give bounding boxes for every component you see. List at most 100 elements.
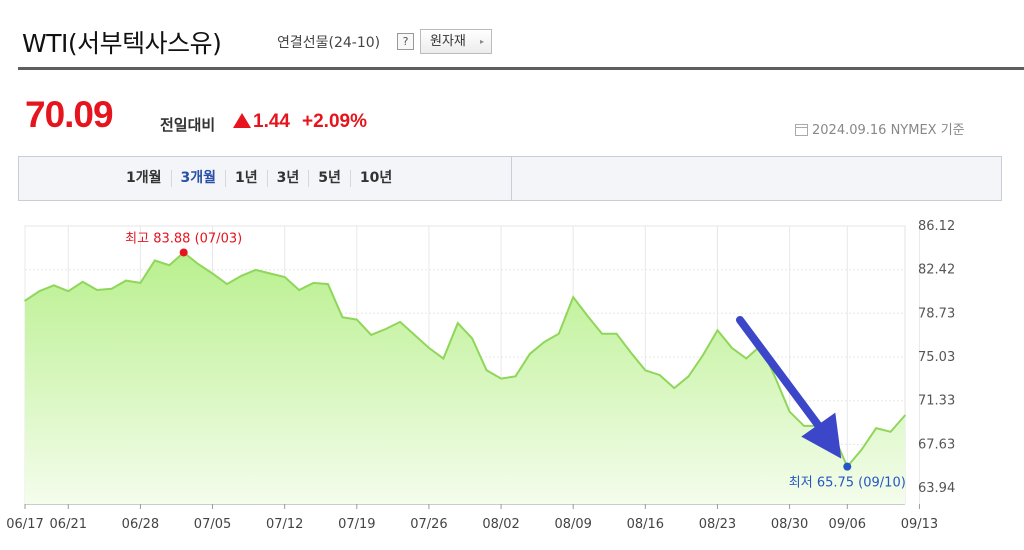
data-point [67,290,70,293]
data-point [904,414,906,417]
arrow-head [801,412,842,459]
x-tick-label: 07/05 [194,517,231,532]
x-tick-label: 07/12 [266,517,303,532]
commodities-button-label: 원자재 [430,34,466,49]
data-point [413,334,416,336]
up-arrow-icon [233,113,251,128]
y-tick-label: 71.33 [918,394,955,409]
y-tick-label: 78.73 [918,306,955,321]
x-tick-label: 08/30 [771,517,808,532]
data-point [456,322,459,324]
data-point [211,272,214,275]
x-axis: 06/17 06/21 06/28 07/05 07/12 07/19 07/26 08/02… [6,504,938,532]
tab-1-year[interactable]: 1년 [225,170,267,187]
data-point [110,288,113,290]
data-point [702,354,704,356]
y-tick-label: 63.94 [918,481,955,496]
range-divider [511,157,512,200]
x-tick-label: 07/19 [338,517,375,532]
data-point [96,289,98,291]
commodities-button[interactable]: 원자재 ▸ [420,29,492,54]
data-point [81,280,84,283]
data-point [500,377,502,380]
data-point [370,334,373,336]
price-area [25,252,905,504]
tab-1-month[interactable]: 1개월 [126,170,162,186]
data-point [615,332,618,335]
change-percent: +2.09% [302,111,367,132]
data-point [875,427,877,430]
help-icon[interactable]: ? [397,33,414,50]
data-point [860,448,863,451]
data-point [601,332,603,335]
low-marker [843,462,852,471]
high-label: 최고 83.88 (07/03) [125,231,242,246]
change-label: 전일대비 [160,116,216,134]
data-point [428,347,430,349]
data-point [298,289,300,291]
data-points [24,251,906,468]
data-point [529,353,531,355]
page-title: WTI(서부텍사스유) [22,29,222,58]
current-price: 70.09 [25,94,114,135]
y-tick-label: 86.12 [918,219,955,234]
data-point [687,375,690,378]
data-point [154,259,156,262]
data-point [255,269,257,271]
as-of-text: 2024.09.16 NYMEX 기준 [812,123,965,138]
period-selector: 1개월 3개월 1년 3년 5년 10년 [18,156,1002,201]
tab-3-months[interactable]: 3개월 [170,170,226,187]
data-point [197,263,199,265]
data-point [269,272,272,275]
x-tick-label: 06/17 [6,517,43,532]
data-point [658,374,661,376]
page-header: WTI(서부텍사스유) 연결선물(24-10) ? 원자재 ▸ [18,0,1024,70]
data-point [774,376,776,379]
period-tabs: 1개월 3개월 1년 3년 5년 10년 [117,170,401,187]
annotations: 최고 83.88 (07/03) 최저 65.75 (09/10) [125,231,906,490]
x-tick-label: 06/28 [122,517,159,532]
change-value: 1.44 [233,111,290,133]
data-point [356,318,358,321]
y-tick-label: 67.63 [918,437,955,452]
data-point [644,369,647,372]
data-point [514,375,517,378]
data-point [24,299,26,302]
data-point [53,284,55,287]
y-tick-label: 82.42 [918,263,955,278]
x-tick-label: 09/06 [829,517,866,532]
low-label: 최저 65.75 (09/10) [789,476,906,491]
tab-10-years[interactable]: 10년 [349,170,401,187]
chevron-right-icon: ▸ [479,37,484,46]
x-tick-label: 08/02 [482,517,519,532]
data-point [485,369,488,372]
data-point [630,351,632,354]
y-tick-label: 75.03 [918,350,955,365]
calendar-icon [795,124,808,136]
data-point [168,264,171,267]
data-point [673,387,675,389]
tab-5-years[interactable]: 5년 [308,170,350,187]
data-point [283,276,286,278]
arrow-shaft [736,316,824,431]
data-point [341,316,344,318]
data-point [543,341,546,343]
data-point [442,357,445,360]
y-axis: 86.12 82.42 78.73 75.03 71.33 67.63 63.94 [918,219,955,496]
data-point [889,430,892,433]
high-marker [179,248,188,257]
data-point [226,283,228,285]
x-tick-label: 08/16 [627,517,664,532]
tab-3-years[interactable]: 3년 [266,170,309,187]
x-tick-label: 08/09 [554,517,591,532]
down-arrow-icon [736,316,842,459]
data-point [327,283,329,285]
data-point [38,290,41,293]
as-of-date: 2024.09.16 NYMEX 기준 [795,119,965,138]
x-tick-label: 09/13 [901,517,938,532]
data-point [788,410,791,413]
x-tick-label: 08/23 [699,517,736,532]
data-point [240,275,243,277]
data-point [399,321,401,323]
data-point [586,315,589,317]
